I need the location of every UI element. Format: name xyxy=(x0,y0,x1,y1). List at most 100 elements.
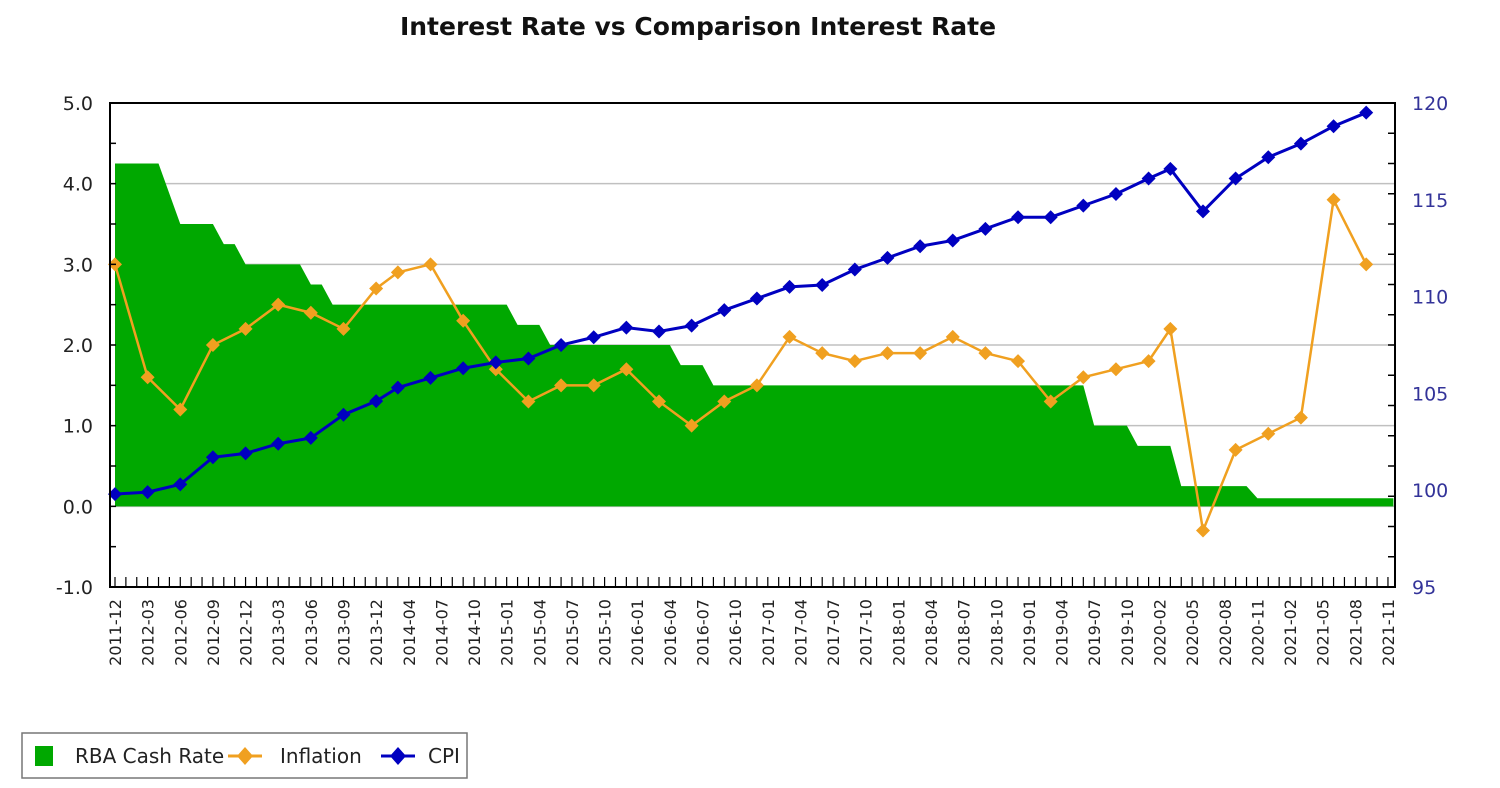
x-tick-label: 2015-10 xyxy=(596,599,615,666)
point-inflation xyxy=(586,378,601,393)
point-inflation xyxy=(238,321,253,336)
point-inflation xyxy=(1196,523,1210,538)
point-inflation xyxy=(303,305,318,320)
y-tick-label-left: 0.0 xyxy=(63,496,93,518)
x-tick-label: 2012-12 xyxy=(237,599,256,666)
y-tick-label-right: 110 xyxy=(1412,287,1448,309)
point-inflation xyxy=(717,394,732,409)
x-tick-label: 2018-07 xyxy=(955,599,974,666)
x-tick-label: 2013-12 xyxy=(367,599,386,666)
point-inflation xyxy=(1326,192,1341,207)
point-inflation xyxy=(880,346,895,361)
x-tick-label: 2013-09 xyxy=(334,599,353,666)
x-tick-label: 2012-09 xyxy=(204,599,223,666)
point-inflation xyxy=(456,313,471,328)
point-cpi xyxy=(978,221,993,236)
legend-swatch-rba-cash-rate xyxy=(35,746,53,766)
point-cpi xyxy=(1011,210,1026,225)
point-cpi xyxy=(336,407,351,422)
point-cpi xyxy=(108,487,122,502)
point-cpi xyxy=(423,370,438,385)
x-tick-label: 2011-12 xyxy=(106,599,125,666)
legend-label-inflation: Inflation xyxy=(280,744,362,768)
y-tick-label-left: 1.0 xyxy=(63,416,93,438)
point-cpi xyxy=(369,394,384,409)
x-tick-label: 2016-10 xyxy=(726,599,745,666)
x-tick-label: 2021-02 xyxy=(1281,599,1300,666)
point-inflation xyxy=(652,394,666,409)
point-cpi xyxy=(390,380,405,395)
x-tick-label: 2014-04 xyxy=(400,599,419,666)
x-tick-label: 2014-07 xyxy=(432,599,451,666)
point-cpi xyxy=(945,233,960,248)
x-tick-label: 2013-03 xyxy=(269,599,288,666)
x-tick-label: 2018-04 xyxy=(922,599,941,666)
point-cpi xyxy=(1108,186,1123,201)
point-cpi xyxy=(586,330,601,345)
point-cpi xyxy=(271,436,286,451)
point-cpi xyxy=(782,279,797,294)
legend-label-cpi: CPI xyxy=(428,744,460,768)
point-inflation xyxy=(369,281,384,296)
x-tick-label: 2017-07 xyxy=(824,599,843,666)
point-inflation xyxy=(205,338,220,352)
x-tick-label: 2020-02 xyxy=(1150,599,1169,666)
point-inflation xyxy=(1228,442,1243,457)
x-tick-label: 2021-05 xyxy=(1314,599,1333,666)
point-cpi xyxy=(1141,171,1156,186)
legend-label-rba-cash-rate: RBA Cash Rate xyxy=(75,744,224,768)
point-cpi xyxy=(684,318,699,333)
x-tick-label: 2018-01 xyxy=(889,599,908,666)
point-cpi xyxy=(554,338,569,352)
point-inflation xyxy=(1108,362,1123,377)
point-cpi xyxy=(456,361,471,376)
x-tick-label: 2016-04 xyxy=(661,599,680,666)
point-inflation xyxy=(1076,370,1091,385)
y-tick-label-right: 100 xyxy=(1412,480,1448,502)
point-cpi xyxy=(488,355,503,370)
x-tick-label: 2020-05 xyxy=(1183,599,1202,666)
x-tick-label: 2020-11 xyxy=(1248,599,1267,666)
x-tick-label: 2021-08 xyxy=(1346,599,1365,666)
point-inflation xyxy=(1011,354,1026,369)
point-cpi xyxy=(913,239,928,254)
x-tick-label: 2019-04 xyxy=(1053,599,1072,666)
x-tick-label: 2015-04 xyxy=(530,599,549,666)
x-tick-label: 2016-07 xyxy=(694,599,713,666)
point-cpi xyxy=(619,320,634,335)
point-cpi xyxy=(1196,204,1210,219)
point-inflation xyxy=(1359,257,1374,272)
point-inflation xyxy=(423,257,438,272)
point-cpi xyxy=(1359,105,1374,120)
x-tick-label: 2016-01 xyxy=(628,599,647,666)
point-inflation xyxy=(173,402,188,417)
point-cpi xyxy=(303,430,318,445)
point-inflation xyxy=(782,329,797,344)
x-tick-label: 2021-11 xyxy=(1379,599,1398,666)
x-tick-label: 2017-10 xyxy=(857,599,876,666)
point-cpi xyxy=(1163,161,1178,176)
point-cpi xyxy=(1326,119,1341,134)
y-tick-label-left: 5.0 xyxy=(63,93,93,115)
point-inflation xyxy=(684,418,699,433)
point-cpi xyxy=(1043,210,1058,225)
point-inflation xyxy=(390,265,405,280)
point-inflation xyxy=(749,378,764,393)
point-inflation xyxy=(815,346,830,361)
point-cpi xyxy=(749,291,764,306)
x-tick-label: 2015-07 xyxy=(563,599,582,666)
y-tick-label-left: -1.0 xyxy=(56,577,93,599)
y-tick-label-right: 95 xyxy=(1412,577,1436,599)
point-inflation xyxy=(945,329,960,344)
x-tick-label: 2012-03 xyxy=(139,599,158,666)
x-tick-label: 2020-08 xyxy=(1216,599,1235,666)
x-tick-label: 2017-04 xyxy=(791,599,810,666)
point-inflation xyxy=(619,362,634,377)
x-tick-label: 2019-01 xyxy=(1020,599,1039,666)
point-inflation xyxy=(978,346,993,361)
point-inflation xyxy=(913,346,928,361)
legend-marker-inflation xyxy=(228,747,262,765)
point-inflation xyxy=(336,321,351,336)
point-cpi xyxy=(717,303,732,318)
y-tick-label-right: 115 xyxy=(1412,190,1448,212)
